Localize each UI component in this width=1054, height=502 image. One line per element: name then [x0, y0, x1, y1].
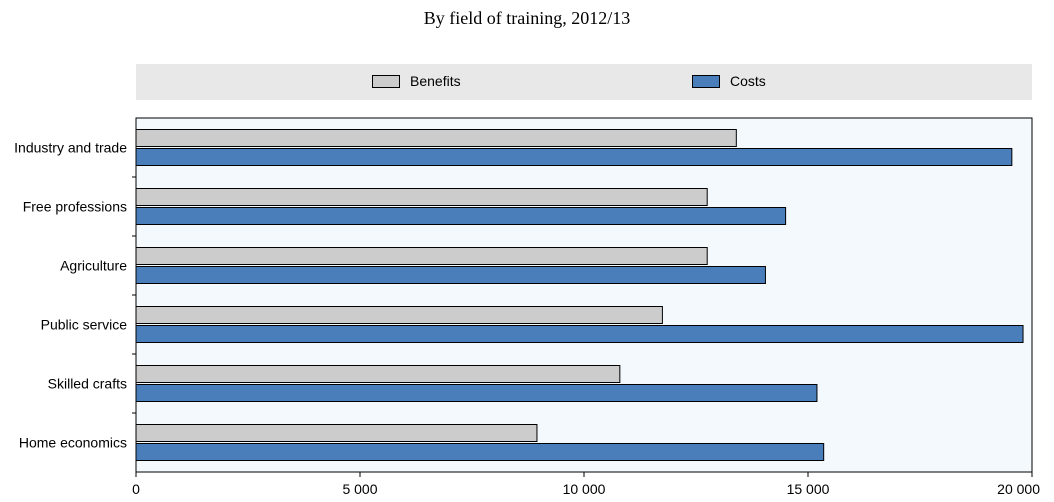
bar-benefits-0 [136, 130, 736, 147]
bar-benefits-4 [136, 366, 620, 383]
x-tick-label: 15 000 [787, 481, 830, 497]
category-label: Agriculture [60, 258, 127, 274]
category-label: Skilled crafts [48, 376, 127, 392]
category-label: Public service [41, 317, 128, 333]
bar-benefits-3 [136, 307, 662, 324]
category-label: Industry and trade [14, 140, 127, 156]
bar-benefits-1 [136, 189, 707, 206]
category-label: Free professions [23, 199, 127, 215]
category-label: Home economics [19, 435, 127, 451]
x-tick-label: 5 000 [342, 481, 377, 497]
bar-costs-0 [136, 149, 1012, 166]
bar-costs-5 [136, 444, 824, 461]
x-tick-label: 20 000 [997, 481, 1040, 497]
bar-benefits-5 [136, 425, 537, 442]
bar-costs-4 [136, 385, 817, 402]
bar-benefits-2 [136, 248, 707, 265]
plot-area [136, 118, 1032, 472]
x-tick-label: 0 [132, 481, 140, 497]
bar-costs-2 [136, 267, 765, 284]
bar-costs-3 [136, 326, 1023, 343]
x-tick-label: 10 000 [563, 481, 606, 497]
bar-costs-1 [136, 208, 786, 225]
